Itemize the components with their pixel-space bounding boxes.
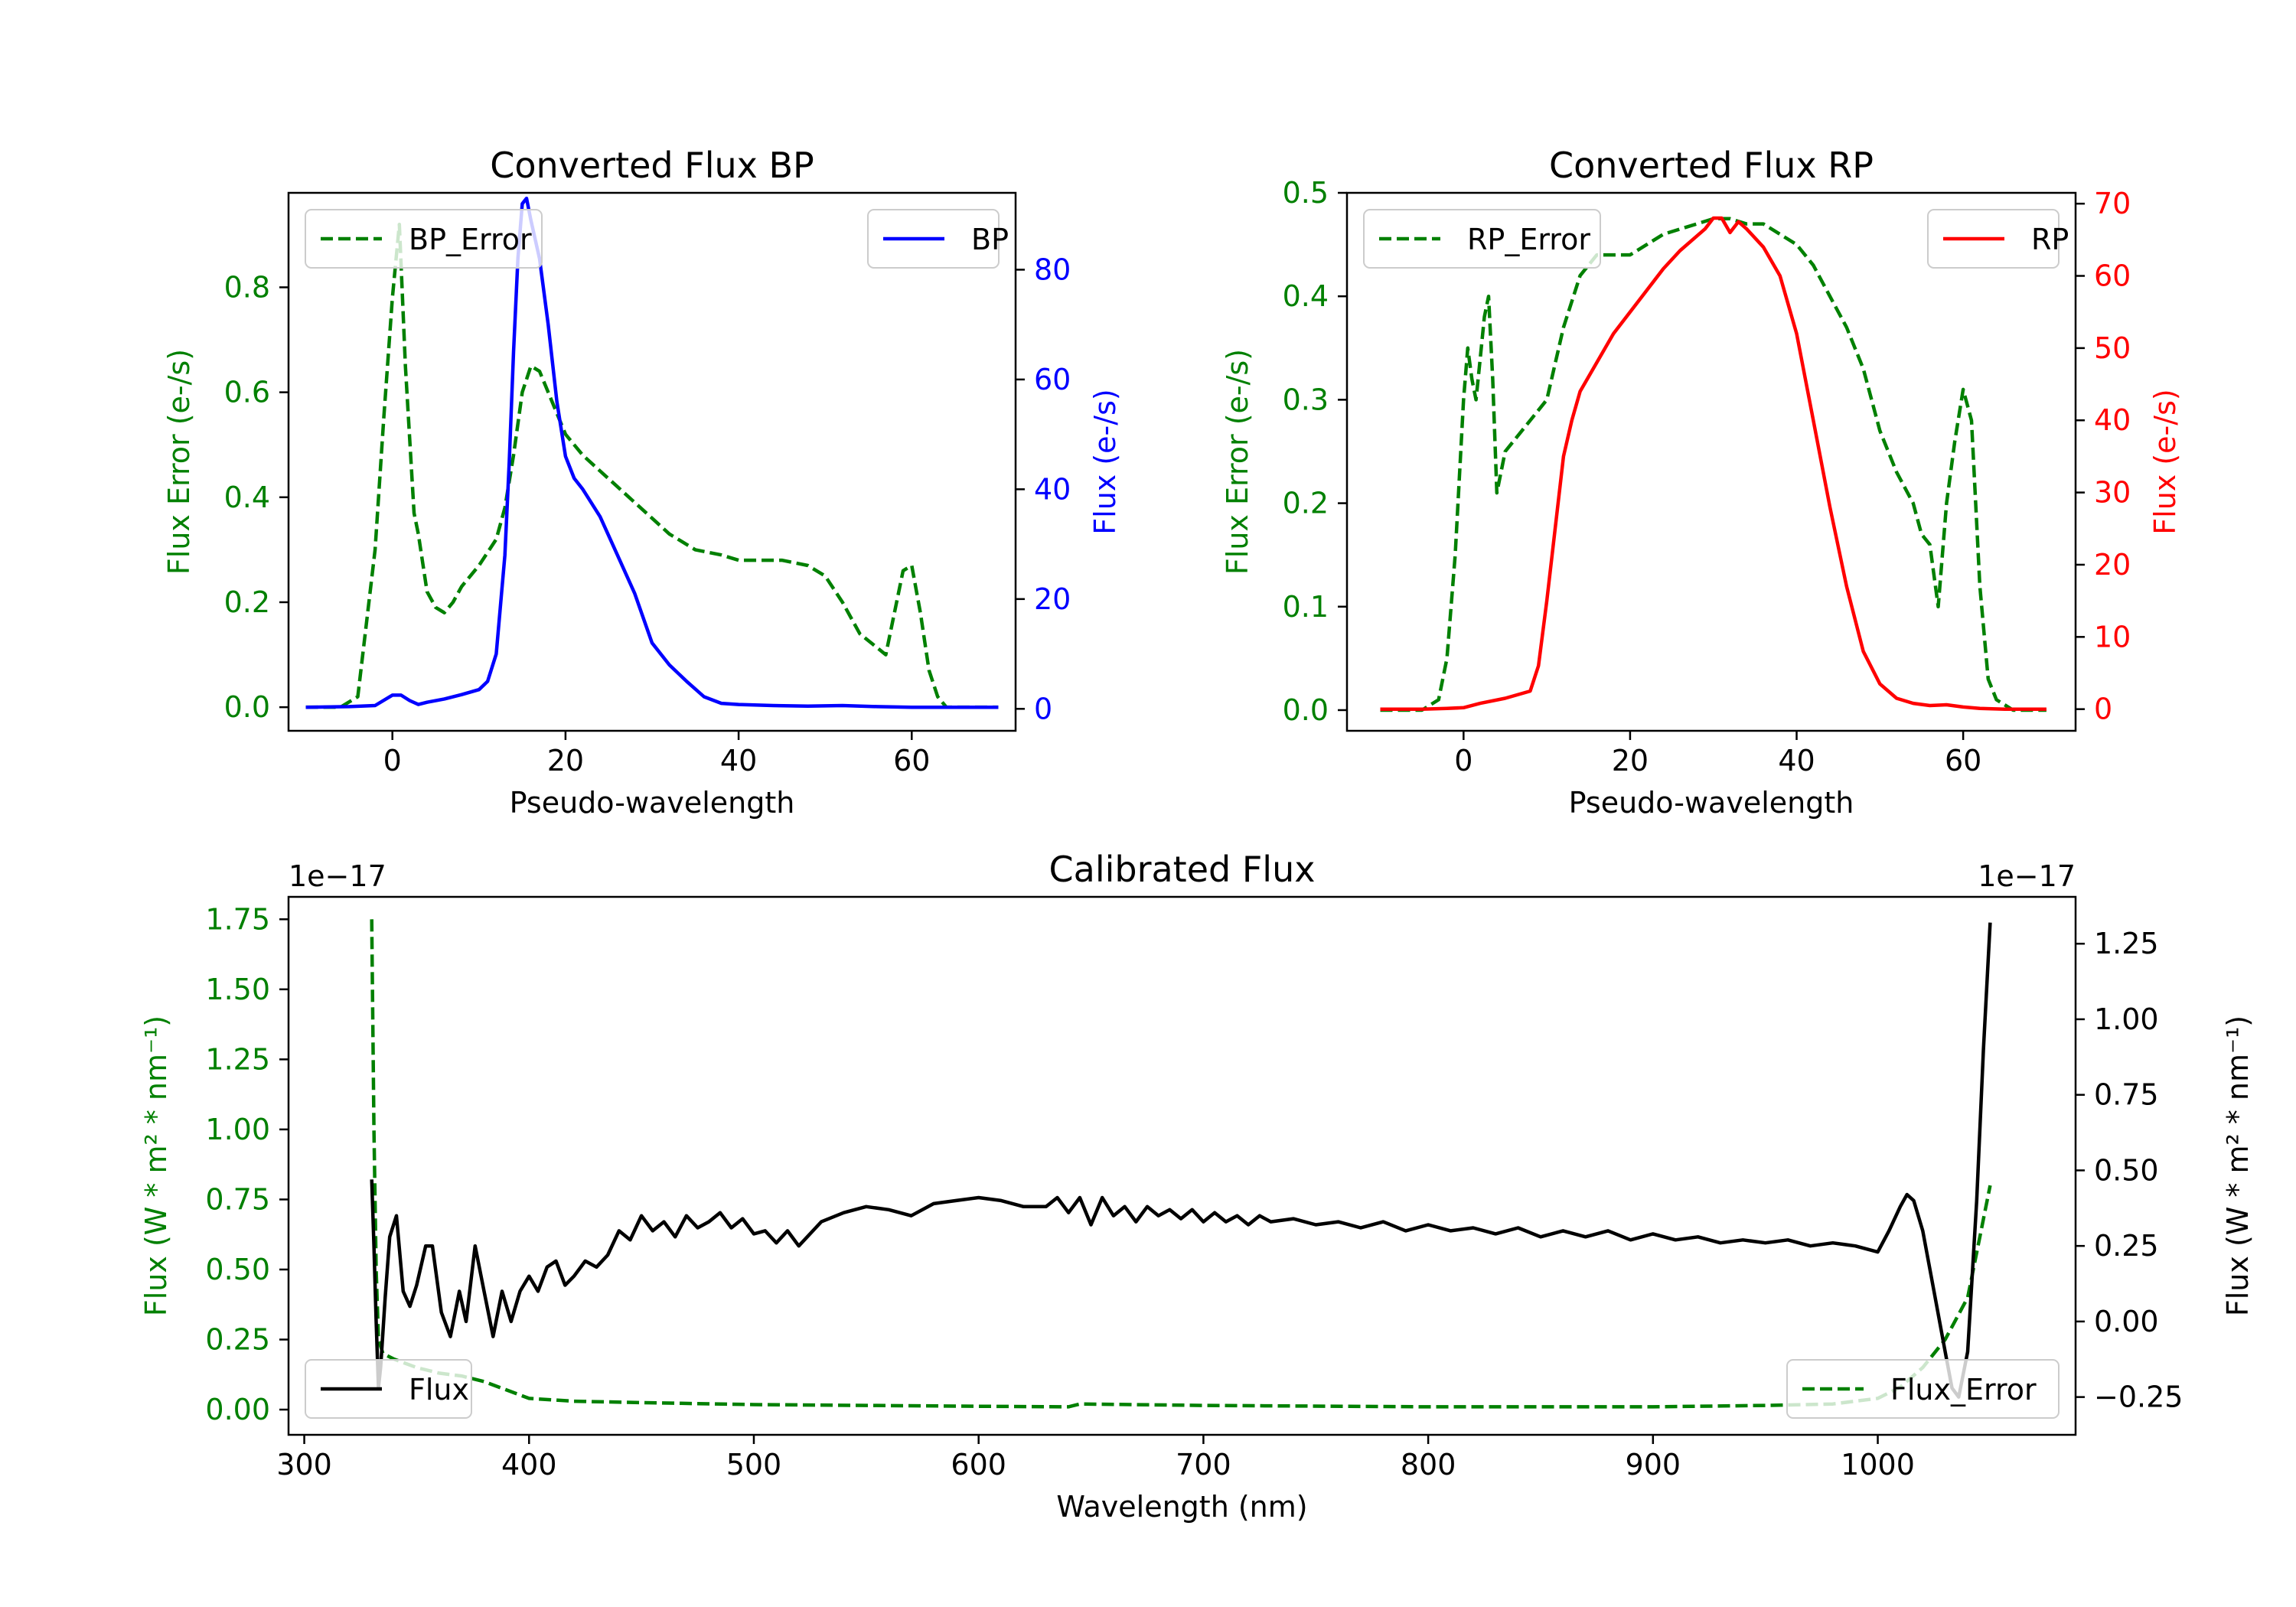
legend-flux-error: Flux_Error (1786, 1359, 2060, 1419)
chart-title: Calibrated Flux (1049, 849, 1316, 890)
x-tick-label: 300 (276, 1448, 332, 1482)
series-line-flux-error (370, 919, 1992, 1409)
left-axis-label: Flux Error (e-/s) (162, 349, 196, 575)
legend-bp-error: BP_Error (305, 209, 543, 269)
left-offset-text: 1e−17 (289, 859, 386, 893)
x-tick-label: 60 (1945, 744, 1981, 777)
legend-label: RP (2031, 223, 2069, 256)
x-tick-label: 500 (726, 1448, 782, 1482)
legend-label: BP_Error (409, 223, 532, 256)
right-tick-label: 70 (2094, 187, 2131, 220)
x-tick-label: 60 (893, 744, 930, 777)
right-tick-label: 10 (2094, 620, 2131, 654)
right-tick-label: 0.00 (2094, 1305, 2159, 1338)
x-axis-label: Pseudo-wavelength (1569, 786, 1854, 820)
legend-label: BP (971, 223, 1009, 256)
legend-box (1786, 1359, 2060, 1419)
right-tick-label: −0.25 (2094, 1380, 2183, 1414)
series-line-bp (305, 196, 999, 709)
series-line-rp-error (1380, 217, 2047, 712)
right-tick-label: 20 (1034, 582, 1071, 616)
x-tick-label: 20 (547, 744, 584, 777)
left-tick-label: 0.2 (224, 585, 270, 619)
x-tick-label: 800 (1401, 1448, 1456, 1482)
legend-label: Flux (409, 1373, 469, 1407)
left-tick-label: 0.25 (205, 1323, 270, 1357)
x-axis-label: Pseudo-wavelength (510, 786, 795, 820)
left-tick-label: 0.1 (1283, 590, 1329, 624)
right-offset-text: 1e−17 (1978, 859, 2076, 893)
left-tick-label: 0.2 (1283, 487, 1329, 520)
right-tick-label: 50 (2094, 331, 2131, 365)
right-tick-label: 40 (2094, 403, 2131, 437)
right-tick-label: 0.50 (2094, 1153, 2159, 1187)
legend-rp: RP (1927, 209, 2069, 269)
series-line-flux (370, 922, 1992, 1399)
left-tick-label: 0.6 (224, 376, 270, 409)
right-tick-label: 0.75 (2094, 1078, 2159, 1112)
left-tick-label: 0.4 (1283, 279, 1329, 313)
right-tick-label: 1.25 (2094, 927, 2159, 960)
left-tick-label: 1.00 (205, 1113, 270, 1146)
x-tick-label: 1000 (1841, 1448, 1915, 1482)
left-tick-label: 0.3 (1283, 383, 1329, 416)
plot-frame (1345, 191, 2077, 732)
right-tick-label: 0 (2094, 693, 2112, 726)
right-tick-label: 30 (2094, 476, 2131, 510)
x-tick-label: 0 (1454, 744, 1473, 777)
right-axis-label: Flux (W * m² * nm⁻¹) (2221, 1015, 2255, 1316)
plot-frame (287, 895, 2077, 1436)
series-line-bp-error (305, 222, 999, 709)
right-tick-label: 20 (2094, 548, 2131, 582)
right-tick-label: 60 (1034, 363, 1071, 396)
x-tick-label: 0 (383, 744, 402, 777)
legend-rp-error: RP_Error (1363, 209, 1601, 269)
left-tick-label: 0.8 (224, 270, 270, 304)
right-tick-label: 60 (2094, 259, 2131, 293)
left-tick-label: 1.25 (205, 1042, 270, 1076)
x-tick-label: 20 (1612, 744, 1649, 777)
x-axis-label: Wavelength (nm) (1056, 1490, 1307, 1524)
left-axis-label: Flux (W * m² * nm⁻¹) (139, 1015, 173, 1316)
left-tick-label: 1.50 (205, 973, 270, 1006)
left-tick-label: 0.5 (1283, 176, 1329, 210)
x-tick-label: 40 (720, 744, 757, 777)
legend-bp: BP (867, 209, 1009, 269)
left-tick-label: 0.50 (205, 1253, 270, 1286)
x-tick-label: 40 (1778, 744, 1815, 777)
right-tick-label: 0.25 (2094, 1229, 2159, 1263)
right-tick-label: 80 (1034, 253, 1071, 286)
right-tick-label: 0 (1034, 692, 1052, 725)
left-tick-label: 0.75 (205, 1182, 270, 1216)
x-tick-label: 900 (1626, 1448, 1681, 1482)
left-tick-label: 0.0 (1283, 693, 1329, 727)
plot-frame (287, 191, 1017, 732)
chart-title: Converted Flux RP (1549, 145, 1874, 186)
chart-calibrated: Calibrated Flux 300 400 500 600 700 800 900 1000… (139, 849, 2255, 1524)
legend-label: RP_Error (1467, 223, 1590, 256)
right-tick-label: 1.00 (2094, 1002, 2159, 1036)
right-axis-label: Flux (e-/s) (1088, 389, 1122, 534)
left-axis-label: Flux Error (e-/s) (1221, 349, 1254, 575)
x-tick-label: 400 (501, 1448, 557, 1482)
legend-box (1363, 209, 1601, 269)
x-tick-label: 600 (951, 1448, 1006, 1482)
left-tick-label: 0.4 (224, 481, 270, 514)
legend-box (305, 1359, 472, 1419)
chart-rp: Converted Flux RP 0 20 40 60 Pseudo-wavelengt… (1221, 145, 2182, 820)
series-line-rp (1380, 216, 2047, 711)
x-tick-label: 700 (1176, 1448, 1231, 1482)
right-axis-label: Flux (e-/s) (2148, 389, 2182, 534)
chart-bp: Converted Flux BP 0 20 40 60 Pseudo-wavelengt… (162, 145, 1122, 820)
legend-flux: Flux (305, 1359, 472, 1419)
chart-title: Converted Flux BP (490, 145, 814, 186)
legend-box (305, 209, 543, 269)
left-tick-label: 1.75 (205, 902, 270, 936)
legend-label: Flux_Error (1890, 1373, 2037, 1407)
right-tick-label: 40 (1034, 472, 1071, 506)
left-tick-label: 0.0 (224, 690, 270, 724)
left-tick-label: 0.00 (205, 1393, 270, 1426)
